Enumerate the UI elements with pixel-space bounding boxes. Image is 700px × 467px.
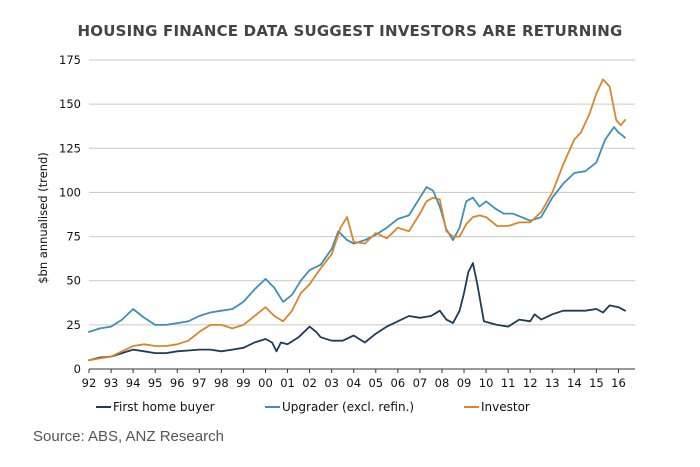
x-tick-label: 06 [391, 376, 406, 390]
series-line-1 [88, 126, 626, 333]
legend-label: First home buyer [113, 400, 215, 414]
y-tick-label: 25 [66, 318, 81, 332]
x-tick-label: 09 [457, 376, 472, 390]
x-tick-label: 97 [192, 376, 207, 390]
x-tick-label: 02 [302, 376, 317, 390]
y-tick-label: 50 [66, 274, 81, 288]
legend-item: First home buyer [96, 400, 215, 414]
x-tick-label: 12 [523, 376, 538, 390]
y-tick-label: 100 [59, 185, 81, 199]
x-tick-label: 04 [346, 376, 361, 390]
legend: First home buyer Upgrader (excl. refin.) I… [96, 400, 530, 414]
x-tick-label: 01 [280, 376, 295, 390]
x-tick-label: 10 [479, 376, 494, 390]
x-tick-label: 13 [545, 376, 560, 390]
x-tick-label: 11 [501, 376, 516, 390]
x-tick-label: 05 [368, 376, 383, 390]
x-tick-label: 03 [324, 376, 339, 390]
x-tick-label: 14 [567, 376, 582, 390]
series-lines [88, 78, 626, 362]
y-axis-label: $bn annualised (trend) [36, 152, 50, 284]
y-tick-label: 125 [59, 141, 81, 155]
x-tick-label: 08 [435, 376, 450, 390]
legend-item: Upgrader (excl. refin.) [265, 400, 414, 414]
legend-label: Upgrader (excl. refin.) [282, 400, 414, 414]
legend-item: Investor [464, 400, 530, 414]
x-tick-label: 92 [82, 376, 97, 390]
chart-title: HOUSING FINANCE DATA SUGGEST INVESTORS A… [77, 22, 623, 40]
x-tick-label: 98 [214, 376, 229, 390]
gridlines [89, 59, 635, 326]
legend-label: Investor [481, 400, 530, 414]
y-tick-label: 0 [74, 362, 81, 376]
axes: 0 25 50 75 100 125 150 175 92 93 94 95 96 97 98 99 00 01 0… [59, 53, 635, 390]
x-tick-label: 94 [126, 376, 141, 390]
x-tick-label: 99 [236, 376, 251, 390]
y-tick-label: 75 [66, 230, 81, 244]
x-tick-label: 95 [148, 376, 163, 390]
source-note: Source: ABS, ANZ Research [33, 428, 224, 445]
x-tick-label: 16 [611, 376, 626, 390]
x-tick-label: 15 [589, 376, 604, 390]
y-tick-label: 175 [59, 53, 81, 67]
x-tick-label: 93 [104, 376, 119, 390]
x-tick-label: 96 [170, 376, 185, 390]
series-line-0 [88, 262, 626, 362]
y-tick-label: 150 [59, 97, 81, 111]
x-tick-label: 00 [258, 376, 273, 390]
series-line-2 [88, 78, 626, 362]
x-tick-label: 07 [413, 376, 428, 390]
